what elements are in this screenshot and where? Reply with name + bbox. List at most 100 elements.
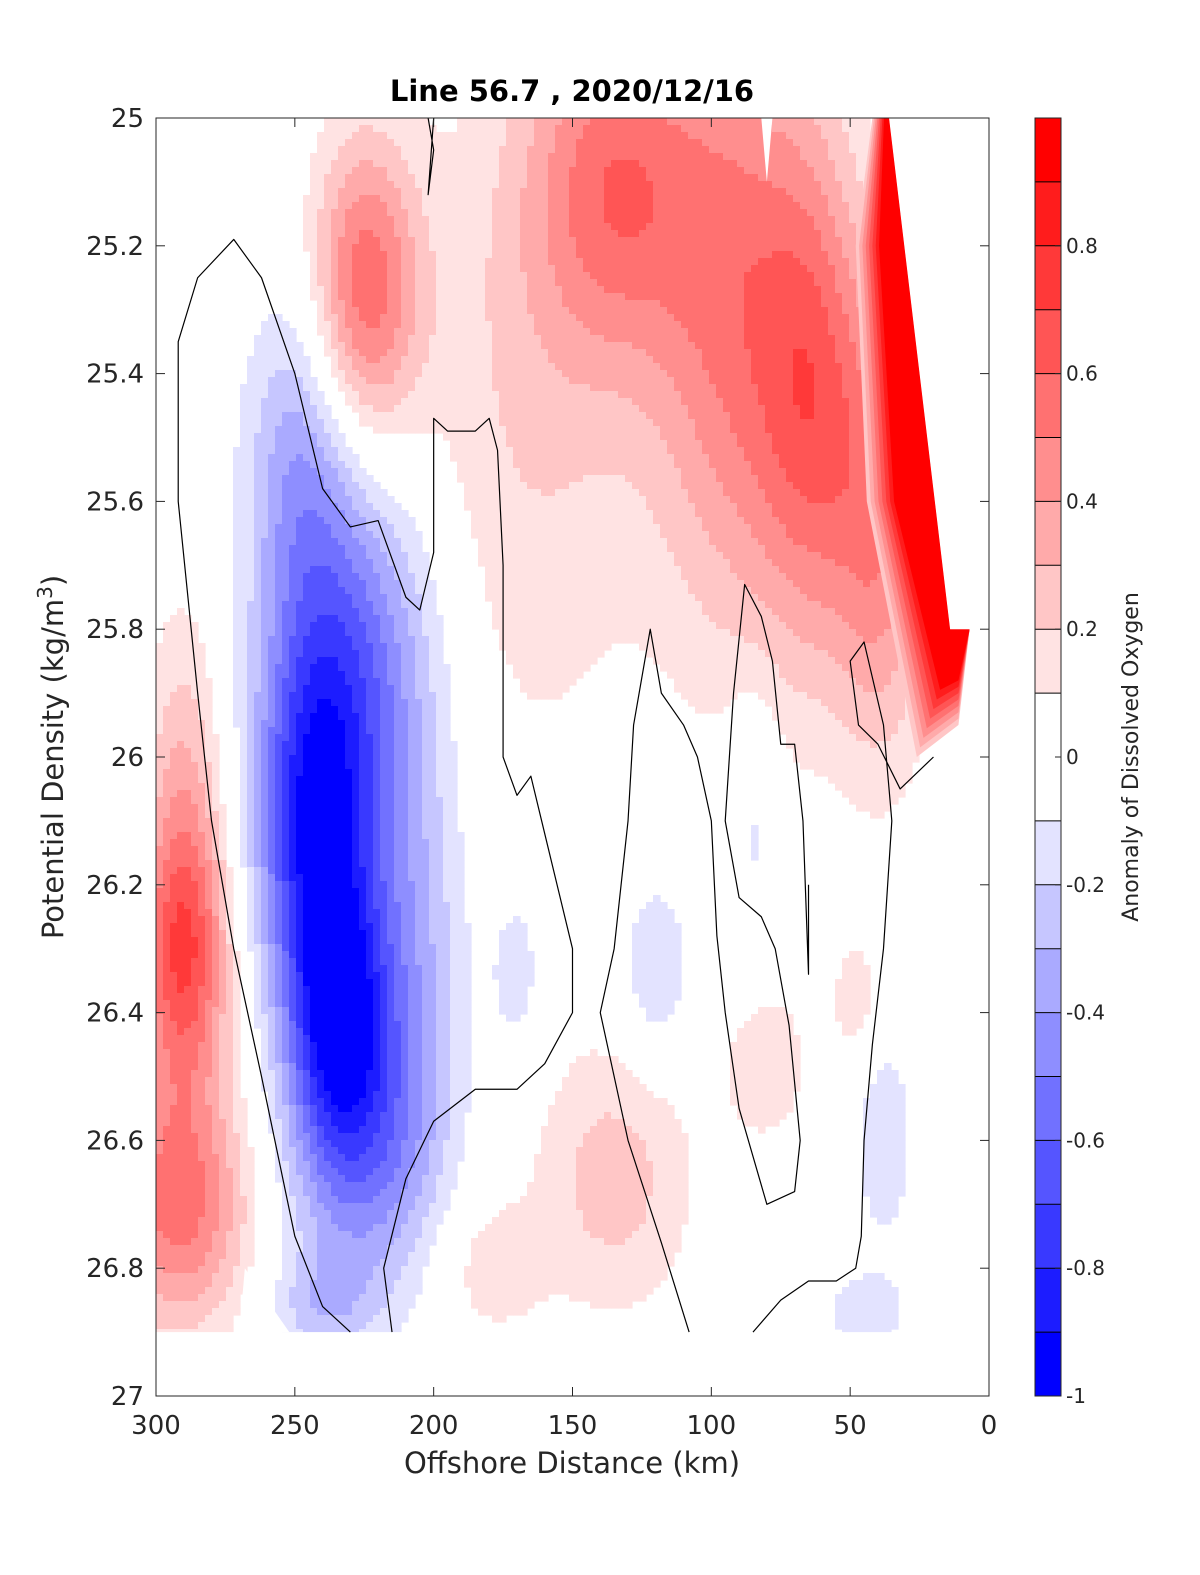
contour-cell	[457, 216, 465, 224]
contour-cell	[611, 314, 619, 322]
contour-cell	[478, 461, 486, 469]
contour-cell	[814, 174, 822, 182]
contour-cell	[310, 244, 318, 252]
contour-cell	[408, 146, 416, 154]
contour-cell	[828, 230, 836, 238]
contour-cell	[772, 503, 780, 511]
contour-cell	[569, 307, 577, 315]
contour-cell	[303, 195, 311, 203]
contour-cell	[548, 475, 556, 483]
contour-cell	[646, 216, 654, 224]
contour-cell	[681, 321, 689, 329]
contour-cell	[478, 125, 486, 133]
contour-cell	[674, 132, 682, 140]
contour-cell	[562, 195, 570, 203]
contour-cell	[667, 440, 675, 448]
contour-cell	[604, 433, 612, 441]
contour-cell	[779, 139, 787, 147]
contour-cell	[527, 146, 535, 154]
contour-cell	[457, 405, 465, 413]
contour-cell	[653, 244, 661, 252]
contour-cell	[457, 363, 465, 371]
contour-cell	[702, 370, 710, 378]
contour-cell	[478, 391, 486, 399]
contour-cell	[842, 293, 850, 301]
contour-cell	[583, 349, 591, 357]
contour-cell	[674, 377, 682, 385]
contour-cell	[786, 510, 794, 518]
contour-cell	[723, 391, 731, 399]
contour-cell	[429, 377, 437, 385]
contour-cell	[303, 503, 311, 511]
contour-cell	[513, 363, 521, 371]
contour-cell	[429, 314, 437, 322]
contour-cell	[583, 216, 591, 224]
contour-cell	[604, 146, 612, 154]
contour-cell	[751, 321, 759, 329]
contour-cell	[653, 496, 661, 504]
contour-cell	[611, 160, 619, 168]
contour-cell	[415, 279, 423, 287]
contour-cell	[450, 272, 458, 280]
contour-cell	[338, 167, 346, 175]
contour-cell	[765, 174, 773, 182]
contour-cell	[842, 440, 850, 448]
contour-cell	[737, 286, 745, 294]
contour-cell	[352, 482, 360, 490]
contour-cell	[324, 279, 332, 287]
contour-cell	[660, 258, 668, 266]
contour-cell	[793, 272, 801, 280]
contour-cell	[478, 181, 486, 189]
contour-cell	[758, 405, 766, 413]
contour-cell	[401, 139, 409, 147]
contour-cell	[345, 258, 353, 266]
contour-cell	[583, 160, 591, 168]
contour-cell	[807, 335, 815, 343]
contour-cell	[366, 314, 374, 322]
contour-cell	[422, 363, 430, 371]
contour-cell	[744, 139, 752, 147]
contour-cell	[653, 391, 661, 399]
contour-cell	[835, 419, 843, 427]
contour-cell	[513, 468, 521, 476]
contour-cell	[485, 167, 493, 175]
contour-cell	[842, 174, 850, 182]
contour-cell	[702, 132, 710, 140]
contour-cell	[408, 174, 416, 182]
contour-cell	[786, 272, 794, 280]
contour-cell	[632, 356, 640, 364]
contour-cell	[709, 132, 717, 140]
contour-cell	[751, 118, 759, 126]
contour-cell	[478, 377, 486, 385]
contour-cell	[296, 489, 304, 497]
contour-cell	[513, 433, 521, 441]
contour-cell	[611, 398, 619, 406]
contour-cell	[422, 230, 430, 238]
contour-cell	[520, 237, 528, 245]
contour-cell	[534, 258, 542, 266]
contour-cell	[646, 426, 654, 434]
contour-cell	[513, 300, 521, 308]
contour-cell	[527, 209, 535, 217]
contour-cell	[590, 454, 598, 462]
contour-cell	[429, 426, 437, 434]
contour-cell	[513, 244, 521, 252]
contour-cell	[401, 286, 409, 294]
contour-cell	[415, 174, 423, 182]
contour-cell	[471, 335, 479, 343]
contour-cell	[534, 209, 542, 217]
contour-cell	[359, 251, 367, 259]
contour-cell	[464, 307, 472, 315]
contour-cell	[772, 118, 780, 126]
contour-cell	[261, 391, 269, 399]
contour-cell	[674, 321, 682, 329]
contour-cell	[716, 363, 724, 371]
contour-cell	[387, 496, 395, 504]
contour-cell	[359, 300, 367, 308]
contour-cell	[674, 209, 682, 217]
contour-cell	[478, 230, 486, 238]
contour-cell	[359, 237, 367, 245]
contour-cell	[373, 356, 381, 364]
contour-cell	[660, 468, 668, 476]
contour-cell	[324, 132, 332, 140]
